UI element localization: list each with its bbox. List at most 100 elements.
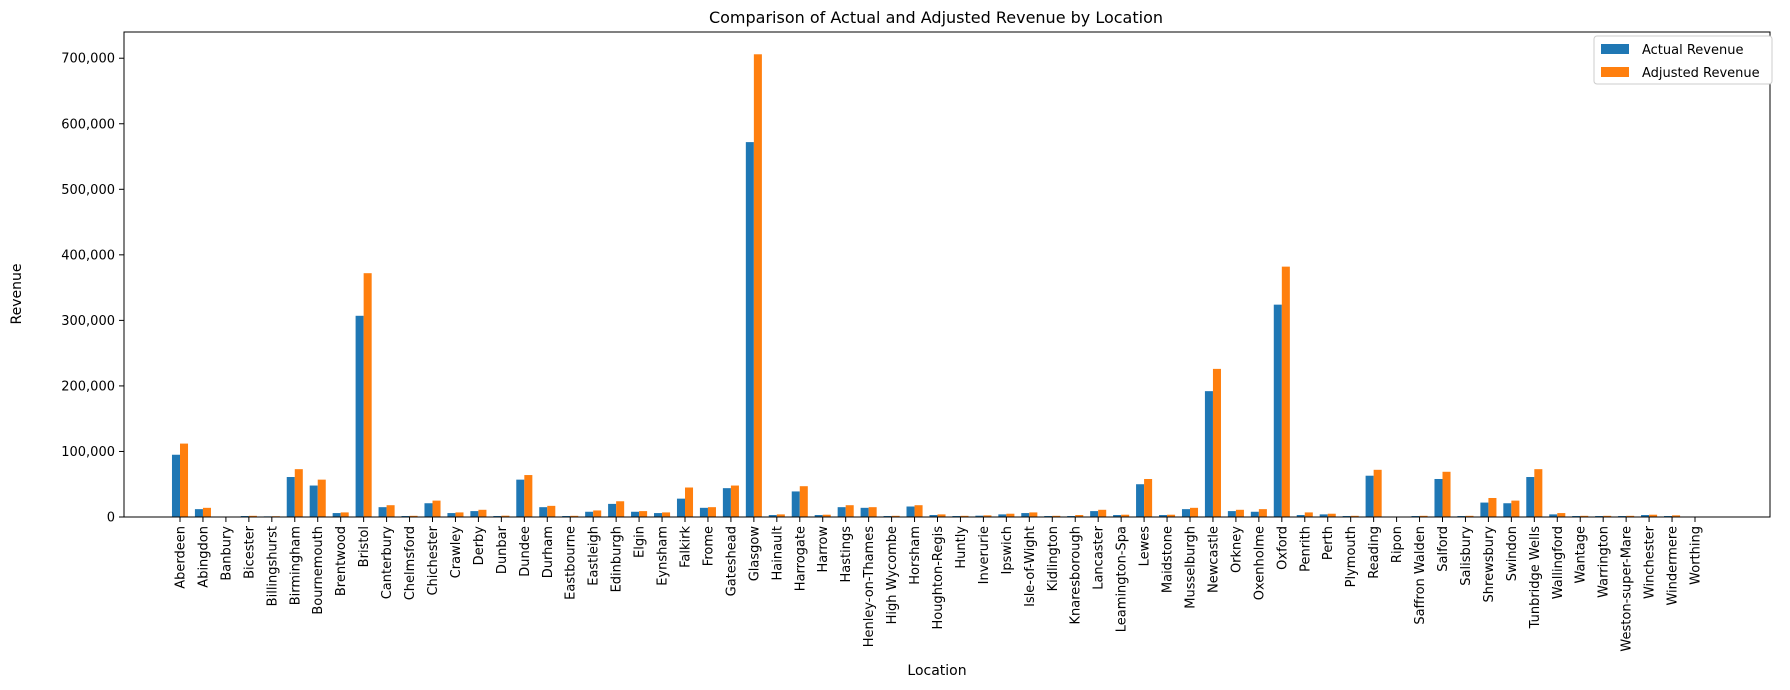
bar-adjusted-10 xyxy=(409,515,418,517)
x-tick-label: Wantage xyxy=(1574,526,1589,584)
bar-actual-22 xyxy=(676,498,685,517)
bar-actual-47 xyxy=(1250,511,1259,517)
bar-adjusted-26 xyxy=(776,514,785,517)
bar-adjusted-61 xyxy=(1580,515,1589,517)
bar-actual-5 xyxy=(286,477,295,517)
x-tick-label: Ipswich xyxy=(1000,526,1015,575)
bar-actual-60 xyxy=(1549,514,1558,517)
bar-adjusted-12 xyxy=(455,512,464,517)
x-tick-label: Houghton-Regis xyxy=(931,526,946,630)
x-tick-label: Musselburgh xyxy=(1184,526,1199,609)
x-tick-label: Newcastle xyxy=(1206,526,1221,593)
bar-actual-29 xyxy=(837,507,846,517)
bar-adjusted-11 xyxy=(432,500,441,517)
x-tick-label: Frome xyxy=(701,526,716,566)
x-tick-label: Hastings xyxy=(839,526,854,583)
x-tick-label: Bristol xyxy=(357,526,372,567)
bar-adjusted-15 xyxy=(524,475,533,517)
bar-adjusted-31 xyxy=(891,515,900,517)
bar-adjusted-37 xyxy=(1029,512,1038,517)
bar-actual-35 xyxy=(975,515,984,517)
bar-adjusted-46 xyxy=(1235,509,1244,517)
x-tick-label: Knaresborough xyxy=(1069,526,1084,625)
bar-adjusted-16 xyxy=(547,505,556,517)
bar-adjusted-43 xyxy=(1167,514,1176,517)
x-tick-label: Saffron Walden xyxy=(1413,526,1428,625)
x-tick-label: Bournemouth xyxy=(311,526,326,615)
y-tick-label: 100,000 xyxy=(61,445,115,460)
bar-actual-50 xyxy=(1319,514,1328,517)
x-tick-label: Derby xyxy=(472,526,487,566)
bar-actual-46 xyxy=(1227,511,1236,517)
bar-adjusted-56 xyxy=(1465,515,1474,517)
x-tick-label: Plymouth xyxy=(1344,526,1359,587)
bar-actual-42 xyxy=(1136,484,1145,517)
bar-adjusted-57 xyxy=(1488,497,1497,517)
bar-actual-24 xyxy=(722,488,731,517)
bar-actual-7 xyxy=(332,513,341,517)
chart-title: Comparison of Actual and Adjusted Revenu… xyxy=(709,8,1163,27)
bar-adjusted-3 xyxy=(248,515,257,517)
bar-adjusted-48 xyxy=(1281,266,1290,517)
bar-actual-19 xyxy=(608,503,617,517)
bar-adjusted-36 xyxy=(1006,513,1015,517)
x-tick-label: Weston-super-Mare xyxy=(1620,526,1635,652)
x-tick-label: Inverurie xyxy=(977,526,992,584)
bar-adjusted-60 xyxy=(1557,513,1566,517)
bar-adjusted-49 xyxy=(1304,512,1313,517)
x-tick-label: Abingdon xyxy=(196,526,211,588)
bar-adjusted-40 xyxy=(1098,509,1107,517)
bar-actual-59 xyxy=(1526,477,1535,517)
bar-adjusted-6 xyxy=(317,479,326,517)
x-tick-label: Crawley xyxy=(449,526,464,579)
x-tick-label: Leamington-Spa xyxy=(1115,526,1130,632)
bar-actual-28 xyxy=(814,515,823,517)
x-tick-label: Eastbourne xyxy=(564,526,579,600)
bar-actual-15 xyxy=(516,479,525,517)
x-tick-label: Falkirk xyxy=(679,526,694,568)
x-tick-label: Birmingham xyxy=(288,526,303,605)
bar-adjusted-23 xyxy=(707,507,716,517)
x-tick-label: Perth xyxy=(1321,526,1336,560)
bar-adjusted-0 xyxy=(180,443,189,517)
bar-actual-52 xyxy=(1365,475,1374,517)
bar-adjusted-59 xyxy=(1534,469,1543,517)
bar-adjusted-7 xyxy=(340,512,349,517)
x-tick-label: Warrington xyxy=(1597,526,1612,598)
bar-actual-48 xyxy=(1273,304,1282,517)
x-tick-label: Kidlington xyxy=(1046,526,1061,591)
x-tick-label: Henley-on-Thames xyxy=(862,526,877,648)
x-tick-label: Chelmsford xyxy=(403,526,418,600)
x-tick-label: Shrewsbury xyxy=(1482,526,1497,603)
x-tick-label: Wallingford xyxy=(1551,526,1566,599)
bar-adjusted-19 xyxy=(616,501,625,517)
bar-actual-11 xyxy=(424,503,433,517)
bar-adjusted-8 xyxy=(363,273,372,517)
x-tick-label: Huntly xyxy=(954,526,969,569)
x-tick-label: Harrogate xyxy=(793,526,808,591)
bar-adjusted-20 xyxy=(639,511,648,517)
x-tick-label: Dundee xyxy=(518,526,533,577)
bar-adjusted-65 xyxy=(1672,515,1681,517)
bar-adjusted-9 xyxy=(386,505,395,517)
x-tick-label: Oxenholme xyxy=(1252,526,1267,600)
bar-actual-43 xyxy=(1159,515,1168,517)
bar-actual-32 xyxy=(906,506,915,517)
bar-adjusted-1 xyxy=(202,507,211,517)
y-tick-label: 300,000 xyxy=(61,314,115,329)
bar-adjusted-27 xyxy=(799,486,808,517)
x-tick-label: Hainault xyxy=(770,526,785,581)
x-axis-title: Location xyxy=(907,663,966,679)
bar-adjusted-38 xyxy=(1052,515,1061,517)
bar-actual-40 xyxy=(1090,511,1099,517)
x-tick-label: Tunbridge Wells xyxy=(1528,526,1543,630)
bar-actual-20 xyxy=(631,511,640,517)
x-tick-label: Salford xyxy=(1436,526,1451,572)
x-tick-label: Gateshead xyxy=(724,526,739,596)
bar-actual-36 xyxy=(998,514,1007,517)
bar-adjusted-34 xyxy=(960,515,969,517)
bar-adjusted-18 xyxy=(593,510,602,517)
bar-actual-25 xyxy=(745,142,754,518)
y-axis-title: Revenue xyxy=(9,264,25,325)
